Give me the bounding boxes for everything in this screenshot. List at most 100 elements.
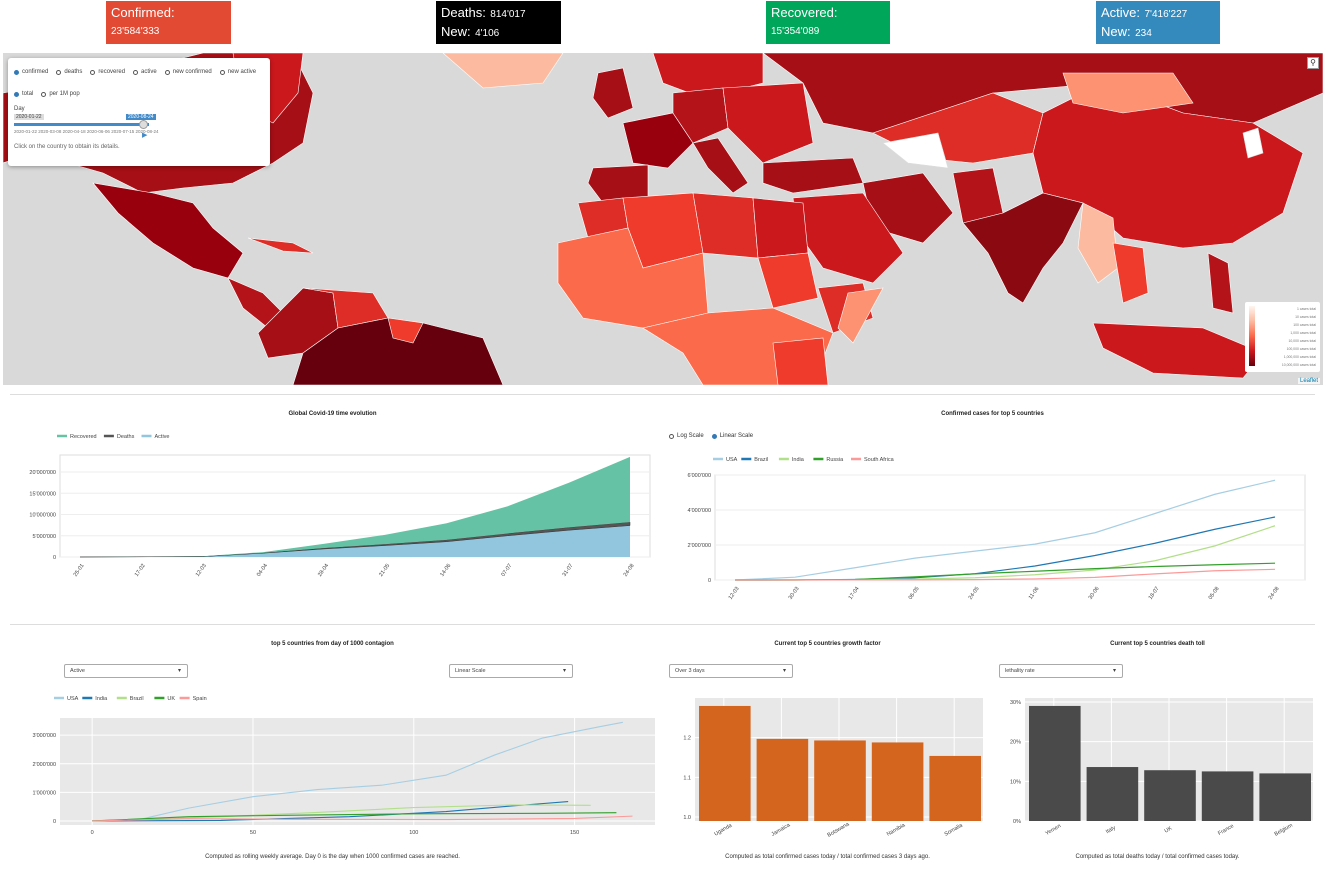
- legend-label: USA: [726, 457, 738, 463]
- country-indonesia[interactable]: [1092, 322, 1264, 379]
- country-egypt[interactable]: [752, 197, 809, 259]
- country-turkmenistan[interactable]: [882, 132, 949, 169]
- global-evolution-chart: 0 5'000'000 10'000'000 15'000'000 20'000'000…: [29, 434, 651, 578]
- radio-dot[interactable]: [90, 69, 96, 75]
- recovered-value: 15'354'089: [771, 26, 820, 37]
- radio-dot[interactable]: [41, 91, 47, 97]
- x-tick-label: 06-05: [908, 586, 921, 601]
- radio-total[interactable]: total: [14, 91, 33, 97]
- radio-dot[interactable]: [711, 433, 717, 439]
- country-sudan[interactable]: [757, 252, 819, 309]
- radio-deaths[interactable]: deaths: [56, 69, 82, 75]
- slider-tick: 2020-01-22: [14, 129, 38, 134]
- bar-jamaica: [756, 738, 809, 821]
- chart-title-death: Current top 5 countries death toll: [1110, 641, 1205, 647]
- x-tick-label: 24-08: [623, 563, 636, 578]
- x-tick-label: 100: [409, 830, 418, 836]
- x-tick-label: 17-04: [848, 586, 861, 601]
- y-tick-label: 0: [708, 578, 711, 584]
- country-brazil[interactable]: [292, 317, 504, 385]
- legend-label: South Africa: [864, 457, 895, 463]
- radio-dot[interactable]: [133, 69, 139, 75]
- radio-dot[interactable]: [219, 69, 225, 75]
- country-somalia[interactable]: [837, 287, 884, 344]
- y-tick-label: 6'000'000: [687, 473, 711, 479]
- country-india[interactable]: [962, 192, 1084, 304]
- x-tick-label: Namibia: [886, 822, 907, 838]
- radio-new-active[interactable]: new active: [219, 69, 256, 75]
- country-guyana[interactable]: [387, 317, 424, 344]
- death-metric-select[interactable]: lethality rate: [999, 664, 1123, 678]
- radio-recovered[interactable]: recovered: [90, 69, 125, 75]
- line-usa: [734, 479, 1276, 581]
- radio-label: deaths: [64, 69, 83, 75]
- search-icon[interactable]: ⚲: [1307, 57, 1319, 69]
- x-tick-label: 0: [91, 830, 94, 836]
- radio-active[interactable]: active: [133, 69, 157, 75]
- y-tick-label: 10'000'000: [29, 513, 56, 519]
- slider-track[interactable]: [14, 123, 149, 126]
- x-tick-label: Botswana: [827, 821, 852, 839]
- days-since-1000-chart: 0 1'000'000 2'000'000 3'000'000 0 50 100 150 USA…: [32, 696, 655, 836]
- legend-label: UK: [167, 696, 175, 702]
- country-turkey[interactable]: [762, 157, 864, 194]
- active-value: 7'416'227: [1144, 9, 1188, 20]
- line-brazil: [92, 804, 591, 822]
- country-greenland[interactable]: [442, 53, 564, 89]
- slider-handle[interactable]: [139, 120, 148, 129]
- y-tick-label: 3'000'000: [32, 733, 56, 739]
- country-germany[interactable]: [672, 87, 729, 144]
- radio-dot[interactable]: [56, 69, 62, 75]
- radio-per-1m-pop[interactable]: per 1M pop: [41, 91, 80, 97]
- y-tick-label: 2'000'000: [687, 543, 711, 549]
- bar-belgium: [1259, 773, 1311, 821]
- country-france[interactable]: [622, 112, 694, 169]
- play-icon[interactable]: ▶: [142, 132, 148, 139]
- country-uk[interactable]: [592, 67, 634, 119]
- radio-dot[interactable]: [14, 91, 19, 97]
- country-korea[interactable]: [1242, 127, 1264, 159]
- bar-france: [1201, 771, 1254, 821]
- confirmed-new-value: 211'851: [145, 45, 180, 56]
- country-mongolia[interactable]: [1062, 72, 1194, 114]
- radio-dot[interactable]: [669, 433, 674, 439]
- y-tick-label: 20%: [1010, 740, 1021, 746]
- line-uk: [92, 812, 617, 822]
- country-thailand[interactable]: [1112, 242, 1149, 304]
- radio-log-scale[interactable]: Log Scale: [669, 433, 704, 439]
- metric-radio-group: confirmed deaths recovered active new co…: [14, 66, 264, 78]
- growth-period-select[interactable]: Over 3 days: [669, 664, 793, 678]
- country-philippines[interactable]: [1207, 252, 1234, 314]
- slider-tick: 2020-08-24: [135, 129, 159, 134]
- plot-background: [60, 718, 655, 825]
- x-tick-label: UK: [1164, 825, 1174, 834]
- leaflet-attribution-link[interactable]: Leaflet: [1297, 378, 1320, 384]
- country-myanmar[interactable]: [1077, 202, 1119, 284]
- x-tick-label: Somalia: [944, 822, 965, 838]
- radio-confirmed[interactable]: confirmed: [14, 69, 48, 75]
- radio-dot[interactable]: [164, 69, 170, 75]
- legend-label: Recovered: [70, 434, 97, 440]
- country-mexico[interactable]: [92, 182, 244, 279]
- country-kenya[interactable]: [772, 337, 829, 385]
- day-slider[interactable]: 2020-01-22 2020-08-24 2020-01-22 2020-03…: [14, 114, 264, 140]
- country-libya[interactable]: [692, 192, 759, 259]
- radio-label: new confirmed: [172, 69, 212, 75]
- radio-dot[interactable]: [14, 69, 19, 75]
- active-new-label: New:: [1101, 24, 1131, 39]
- country-italy[interactable]: [692, 137, 749, 194]
- country-cuba[interactable]: [247, 237, 314, 254]
- legend-label: 1 cases total: [1296, 307, 1316, 311]
- country-eastern-europe[interactable]: [722, 82, 814, 164]
- radio-label: Linear Scale: [719, 433, 754, 439]
- scale-select[interactable]: Linear Scale: [449, 664, 573, 678]
- note-death: Computed as total deaths today / total c…: [1075, 854, 1240, 860]
- radio-linear-scale[interactable]: Linear Scale: [711, 433, 754, 439]
- recovered-label: Recovered:: [771, 5, 838, 20]
- confirmed-label: Confirmed:: [111, 5, 175, 20]
- metric-select[interactable]: Active: [64, 664, 188, 678]
- radio-label: active: [141, 69, 157, 75]
- radio-new-confirmed[interactable]: new confirmed: [164, 69, 212, 75]
- x-tick-label: 50: [250, 830, 256, 836]
- choropleth-map[interactable]: confirmed deaths recovered active new co…: [3, 53, 1323, 385]
